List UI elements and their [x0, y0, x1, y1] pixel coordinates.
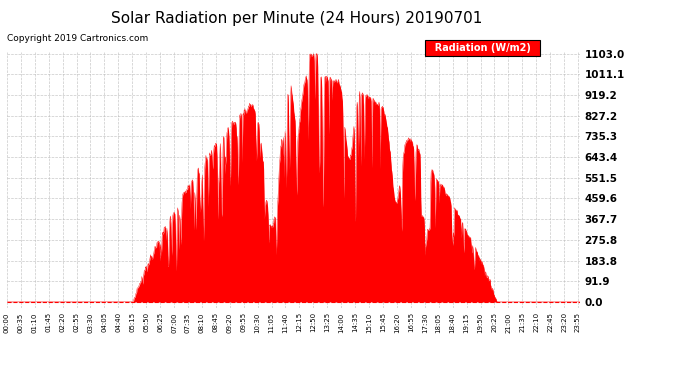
Text: Radiation (W/m2): Radiation (W/m2) [428, 43, 538, 53]
Text: Copyright 2019 Cartronics.com: Copyright 2019 Cartronics.com [7, 34, 148, 43]
Text: Solar Radiation per Minute (24 Hours) 20190701: Solar Radiation per Minute (24 Hours) 20… [111, 11, 482, 26]
